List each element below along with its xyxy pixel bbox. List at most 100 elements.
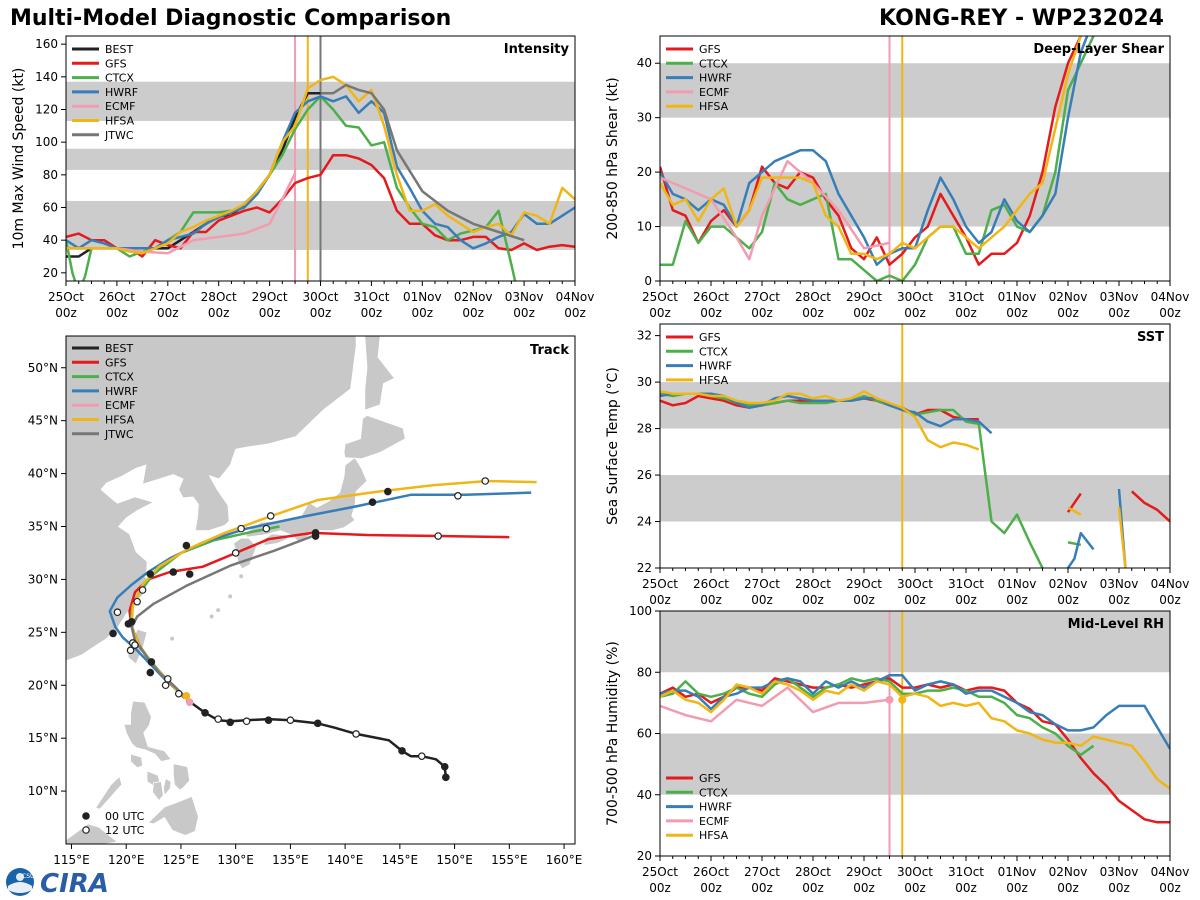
endpoint-ecmf: [885, 695, 894, 704]
x-tick-label: 135°E: [272, 853, 309, 867]
x-tick-sublabel: 00z: [259, 306, 281, 320]
land-islet: [228, 594, 233, 599]
x-tick-label: 30Oct: [897, 865, 933, 879]
threshold-band: [660, 172, 1170, 227]
y-tick-label: 0: [644, 274, 652, 288]
marker-00utc: [313, 719, 322, 728]
marker-12utc: [262, 524, 271, 533]
x-tick-label: 01Nov: [998, 865, 1037, 879]
legend-label: HFSA: [105, 115, 135, 128]
x-tick-sublabel: 00z: [1108, 306, 1130, 320]
x-tick-label: 26Oct: [693, 577, 729, 591]
legend-label: GFS: [699, 772, 721, 785]
y-tick-label: 160: [35, 37, 58, 51]
marker-12utc: [161, 681, 170, 690]
y-tick-label: 20: [637, 849, 652, 863]
y-tick-label: 45°N: [28, 414, 58, 428]
series-hfsa: [66, 75, 575, 255]
legend-label: CTCX: [105, 72, 134, 85]
x-tick-sublabel: 00z: [157, 306, 179, 320]
x-tick-sublabel: 00z: [904, 593, 926, 607]
x-tick-label: 04Nov: [1151, 577, 1190, 591]
x-tick-label: 02Nov: [1049, 577, 1088, 591]
marker-12utc: [113, 608, 122, 617]
x-tick-label: 28Oct: [795, 577, 831, 591]
land-islet: [216, 608, 221, 613]
x-tick-sublabel: 00z: [513, 306, 535, 320]
axes-frame: [65, 335, 576, 845]
x-tick-sublabel: 00z: [700, 881, 722, 895]
legend-label: HWRF: [699, 360, 732, 373]
y-tick-label: 60: [43, 201, 58, 215]
y-tick-label: 20: [43, 266, 58, 280]
legend-label: JTWC: [104, 129, 134, 142]
figure-title: Multi-Model Diagnostic Comparison: [10, 6, 452, 31]
marker-12utc: [242, 717, 251, 726]
axes-frame: [659, 323, 1171, 569]
panel-title: Intensity: [504, 42, 570, 57]
panel-sst: 25Oct 00z 26Oct 00z 27Oct 00z 28Oct 00z 29Oct 00z…: [605, 323, 1190, 607]
x-tick-sublabel: 00z: [802, 306, 824, 320]
series-hfsa: [660, 680, 1170, 790]
series-gfs: [1130, 490, 1170, 523]
x-tick-label: 04Nov: [556, 290, 595, 304]
threshold-band: [660, 611, 1170, 673]
map-area: [66, 336, 575, 844]
x-tick-label: 31Oct: [948, 865, 984, 879]
x-tick-label: 02Nov: [454, 290, 493, 304]
panel-title: SST: [1137, 330, 1164, 345]
marker-00utc: [440, 762, 449, 771]
x-tick-sublabel: 00z: [853, 306, 875, 320]
threshold-band: [660, 733, 1170, 795]
y-axis-label: 700-500 hPa Humidity (%): [605, 641, 621, 826]
marker-12utc: [434, 532, 442, 540]
x-tick-label: 150°E: [436, 853, 473, 867]
x-tick-sublabel: 00z: [751, 306, 773, 320]
x-tick-label: 30Oct: [302, 290, 338, 304]
land-cebu: [162, 777, 172, 797]
y-tick-label: 120: [35, 103, 58, 117]
x-tick-sublabel: 00z: [1057, 881, 1079, 895]
endpoint-hfsa: [898, 695, 907, 704]
marker-12utc: [174, 689, 183, 698]
x-tick-label: 30Oct: [897, 290, 933, 304]
x-tick-label: 29Oct: [846, 865, 882, 879]
y-tick-label: 30: [637, 375, 652, 389]
plot-area: [660, 611, 1170, 856]
marker-00utc: [185, 698, 194, 706]
x-tick-sublabel: 00z: [1006, 306, 1028, 320]
y-axis-label: 200-850 hPa Shear (kt): [605, 77, 621, 239]
x-tick-label: 28Oct: [795, 865, 831, 879]
marker-00utc: [185, 570, 194, 578]
land-negros: [152, 781, 164, 802]
storm-title: KONG-REY - WP232024: [879, 6, 1164, 31]
x-tick-label: 140°E: [327, 853, 364, 867]
series-hwrf: [660, 392, 993, 435]
track-hwrf: [108, 491, 532, 695]
x-tick-label: 28Oct: [795, 290, 831, 304]
marker-00utc: [264, 716, 273, 724]
threshold-band: [660, 475, 1170, 522]
x-tick-sublabel: 00z: [106, 306, 128, 320]
x-tick-sublabel: 00z: [1108, 593, 1130, 607]
y-tick-label: 22: [637, 561, 652, 575]
legend-marker-12utc: [82, 826, 90, 834]
cira-logo: CSU CIRA: [6, 868, 109, 898]
panel-title: Deep-Layer Shear: [1033, 42, 1164, 57]
y-tick-label: 32: [637, 329, 652, 343]
land-sakhalin: [364, 336, 396, 411]
marker-12utc: [481, 477, 490, 485]
marker-00utc: [442, 773, 450, 782]
marker-12utc: [131, 641, 139, 649]
marker-12utc: [214, 715, 222, 723]
marker-12utc: [126, 646, 135, 655]
marker-00utc: [201, 708, 209, 717]
x-tick-label: 03Nov: [1100, 577, 1139, 591]
x-tick-sublabel: 00z: [955, 306, 977, 320]
y-tick-label: 140: [35, 70, 58, 84]
logo-sub-text: CSU: [22, 873, 34, 880]
x-tick-label: 26Oct: [99, 290, 135, 304]
marker-00utc: [398, 747, 406, 755]
x-tick-label: 31Oct: [353, 290, 389, 304]
